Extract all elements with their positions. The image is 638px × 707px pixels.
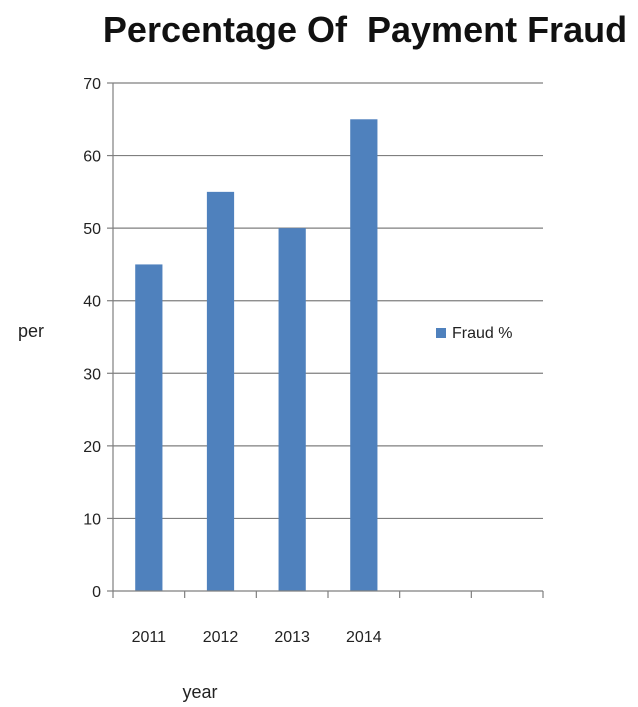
legend-label: Fraud % (452, 325, 512, 342)
y-tick-label: 20 (83, 439, 101, 456)
x-tick-label: 2013 (274, 629, 310, 646)
x-axis-label: year (182, 682, 217, 702)
gridlines (113, 82, 543, 520)
bar-2014 (350, 119, 378, 592)
x-tick-label: 2011 (132, 629, 167, 646)
bar-2011 (135, 264, 163, 591)
x-tick-label: 2012 (203, 629, 239, 646)
legend-swatch (436, 328, 446, 338)
y-tick-label: 50 (83, 221, 101, 238)
y-tick-label: 70 (83, 76, 101, 93)
y-axis-label: per (18, 321, 44, 341)
y-tick-label: 10 (83, 511, 101, 528)
bars (135, 119, 378, 592)
x-tick-labels: 2011 2012 2013 2014 (132, 629, 382, 646)
legend: Fraud % (436, 325, 512, 342)
y-tick-label: 0 (92, 584, 101, 601)
bar-2012 (206, 191, 235, 591)
bar-2013 (278, 228, 306, 591)
x-tick-label: 2014 (346, 629, 382, 646)
y-tick-label: 40 (83, 294, 101, 311)
y-tick-label: 30 (83, 366, 101, 383)
axes (112, 83, 544, 598)
chart-title: Percentage Of Payment Fraud (103, 9, 627, 50)
y-tick-labels: 0 10 20 30 40 50 60 70 (83, 76, 113, 601)
y-tick-label: 60 (83, 149, 101, 166)
